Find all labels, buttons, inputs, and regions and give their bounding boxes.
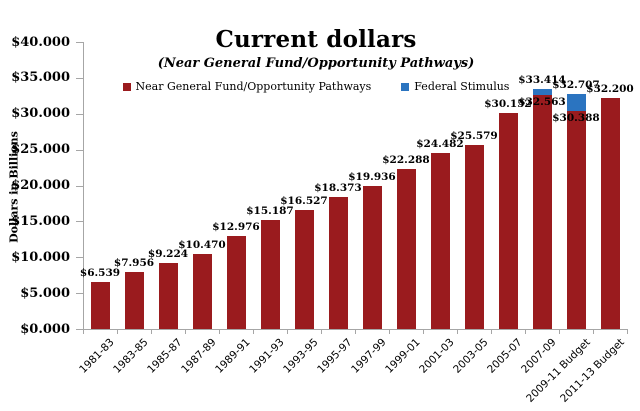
chart-subtitle: (Near General Fund/Opportunity Pathways) [157,56,475,71]
bar-value-label: $15.187 [246,205,294,218]
y-tick-label: $15.000 [11,213,70,229]
y-tick-mark [76,293,83,295]
y-tick-label: $20.000 [11,178,70,193]
bar-near-general-fund [430,153,450,329]
y-tick-label: $5.000 [20,285,70,301]
x-tick-mark [559,329,560,334]
bar-near-general-fund [192,253,212,329]
legend-swatch-near-general-fund [122,82,131,91]
x-axis-category-label: 2001-03 [417,336,457,376]
y-tick-mark [76,42,83,43]
bar-near-general-fund [226,235,246,329]
x-axis-category-label: 1995-97 [315,336,355,376]
legend-swatch-federal-stimulus [401,82,410,91]
x-tick-mark [491,329,492,334]
x-axis-category-label: 2003-05 [451,336,491,376]
y-tick-mark [76,329,83,330]
bar-near-general-fund [464,145,484,329]
x-tick-mark [287,329,288,334]
x-tick-mark [593,329,594,334]
bar-near-general-fund [396,169,416,329]
bar-value-label: $22.288 [382,154,430,167]
x-axis-category-label: 1989-91 [213,336,253,376]
bar-base-value-label: $32.563 [518,96,566,109]
x-axis-category-label: 1997-99 [349,336,389,376]
x-axis-category-label: 1985-87 [145,336,185,376]
bar-near-general-fund [532,95,552,329]
bar-value-label: $25.579 [450,130,498,143]
x-tick-mark [151,329,152,334]
bar-federal-stimulus [566,94,586,111]
y-tick-mark [76,185,83,187]
y-axis-line [83,42,84,329]
bar-base-value-label: $30.388 [552,111,600,124]
bar-near-general-fund [600,97,620,329]
bar-near-general-fund [362,185,382,329]
y-tick-mark [76,113,83,115]
x-tick-mark [627,329,628,334]
x-tick-mark [253,329,254,334]
x-axis-category-label: 1983-85 [111,336,151,376]
legend-item-near-general-fund: Near General Fund/Opportunity Pathways [122,80,372,93]
bar-near-general-fund [294,210,314,329]
bar-near-general-fund [498,112,518,329]
bar-near-general-fund [328,197,348,329]
bar-value-label: $6.539 [79,267,121,280]
bar-value-label: $32.707 [552,79,600,92]
bar-value-label: $33.414 [518,74,566,87]
bar-near-general-fund [90,282,110,329]
y-tick-mark [76,149,83,151]
x-axis-category-label: 1981-83 [77,336,117,376]
x-axis-category-label: 1993-95 [281,336,321,376]
y-tick-mark [76,257,83,259]
legend-item-federal-stimulus: Federal Stimulus [401,80,509,93]
x-tick-mark [117,329,118,334]
x-axis-category-label: 2005-07 [485,336,525,376]
bar-value-label: $19.936 [348,170,396,183]
y-tick-label: $10.000 [11,249,70,265]
y-tick-mark [76,221,83,223]
x-tick-mark [389,329,390,334]
y-tick-label: $35.000 [11,70,70,86]
y-tick-label: $0.000 [20,321,70,337]
x-tick-mark [355,329,356,334]
x-tick-mark [457,329,458,334]
bar-value-label: $7.956 [113,256,155,269]
legend-label-near-general-fund: Near General Fund/Opportunity Pathways [135,80,372,93]
x-tick-mark [219,329,220,334]
x-axis-category-label: 2011-13 Budget [558,336,627,405]
bar-value-label: $24.482 [416,138,464,151]
bar-value-label: $10.470 [178,238,226,251]
y-tick-mark [76,77,83,79]
bar-value-label: $16.527 [280,195,328,208]
bar-near-general-fund [158,262,178,329]
bar-value-label: $32.200 [586,82,634,95]
bar-value-label: $18.373 [314,182,362,195]
y-tick-label: $40.000 [11,34,70,50]
chart-title: Current dollars [215,26,417,53]
x-tick-mark [185,329,186,334]
x-axis-category-label: 1991-93 [247,336,287,376]
bar-value-label: $30.152 [484,97,532,110]
x-axis-category-label: 1999-01 [383,336,423,376]
bar-near-general-fund [566,110,586,329]
x-axis-category-label: 1987-89 [179,336,219,376]
bar-near-general-fund [124,271,144,329]
x-tick-mark [423,329,424,334]
y-tick-label: $30.000 [11,106,70,122]
bar-value-label: $9.224 [147,247,189,260]
legend: Near General Fund/Opportunity Pathways F… [0,80,632,93]
legend-label-federal-stimulus: Federal Stimulus [414,80,510,93]
bar-federal-stimulus [532,89,552,96]
x-tick-mark [83,329,84,334]
x-tick-mark [525,329,526,334]
x-tick-mark [321,329,322,334]
y-tick-label: $25.000 [11,142,70,158]
bar-near-general-fund [260,220,280,329]
bar-value-label: $12.976 [212,220,260,233]
